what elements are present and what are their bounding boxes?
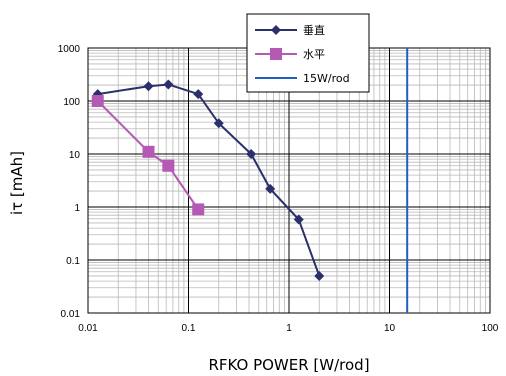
series-line xyxy=(97,83,321,277)
legend-label: 水平 xyxy=(303,48,325,61)
x-tick-label: 1 xyxy=(286,323,292,334)
data-point xyxy=(192,203,205,216)
y-tick-label: 0.1 xyxy=(66,256,80,267)
series-line xyxy=(97,100,200,210)
y-tick-label: 10 xyxy=(69,150,81,161)
data-point xyxy=(265,183,276,194)
x-tick-label: 100 xyxy=(482,323,499,334)
data-point xyxy=(246,149,257,159)
legend-label: 15W/rod xyxy=(303,72,350,85)
x-tick-label: 10 xyxy=(384,323,396,334)
x-tick-label: 0.1 xyxy=(182,323,196,334)
data-point xyxy=(213,118,224,129)
y-tick-labels: 0.01 0.1 1 10 100 1000 xyxy=(58,44,81,320)
legend-item: 垂直 xyxy=(255,23,325,37)
data-point xyxy=(91,95,104,107)
y-tick-label: 1000 xyxy=(58,44,81,55)
legend-marker xyxy=(270,48,282,60)
data-point xyxy=(162,159,175,172)
data-point xyxy=(142,145,155,158)
x-tick-labels: 0.01 0.1 1 10 100 xyxy=(78,323,499,334)
y-tick-label: 0.01 xyxy=(61,309,81,320)
legend-item: 水平 xyxy=(255,48,325,61)
y-tick-label: 100 xyxy=(63,97,80,108)
data-point xyxy=(314,270,325,281)
legend-label: 垂直 xyxy=(303,23,325,37)
data-point xyxy=(163,79,174,90)
legend-item: 15W/rod xyxy=(255,72,350,85)
legend-marker xyxy=(271,25,281,35)
series-layer xyxy=(91,48,409,313)
data-point xyxy=(293,214,304,225)
x-tick-label: 0.01 xyxy=(78,323,98,334)
y-axis-title: iτ [mAh] xyxy=(8,151,26,215)
data-point xyxy=(143,81,154,92)
x-axis-title: RFKO POWER [W/rod] xyxy=(208,356,369,374)
series-1 xyxy=(92,79,325,281)
data-point xyxy=(193,89,204,100)
y-tick-label: 1 xyxy=(74,203,80,214)
series-2 xyxy=(91,95,205,216)
